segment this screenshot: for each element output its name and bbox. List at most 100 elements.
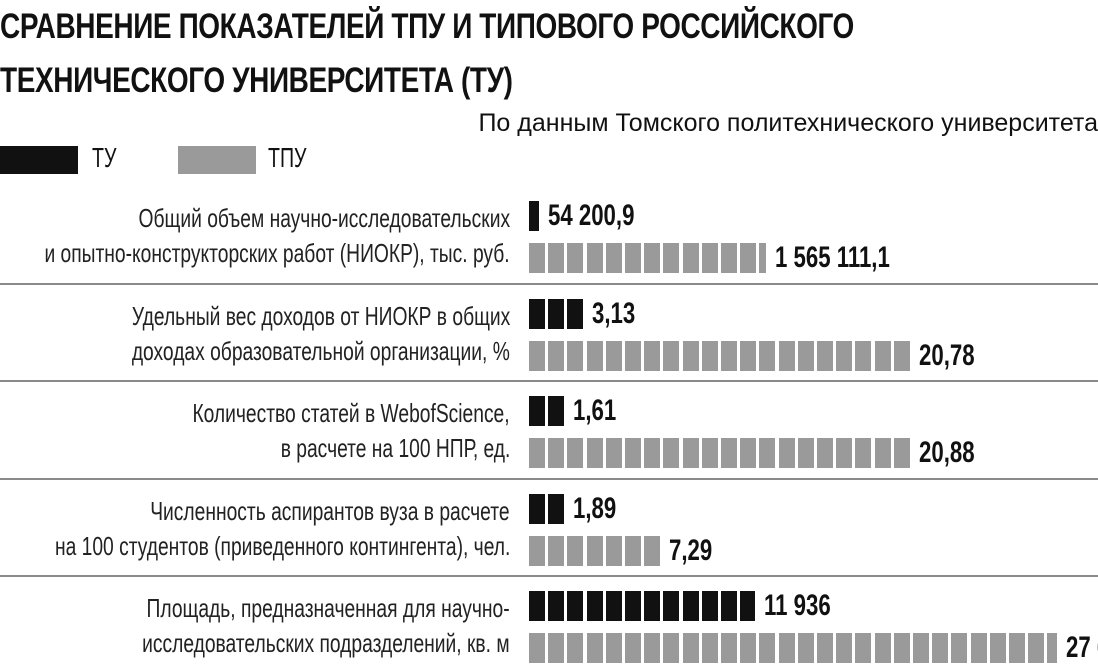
tpu-bar-segment: [605, 633, 622, 663]
tu-bar-segment: [625, 591, 641, 621]
tpu-bar-segment: [625, 633, 641, 663]
tpu-bar-segment: [989, 633, 1006, 663]
tpu-bar-segment: [529, 535, 545, 566]
tpu-bar-segment: [740, 243, 757, 273]
tpu-bar-segment: [721, 243, 737, 273]
tpu-bar-segment: [932, 633, 949, 663]
tpu-bar-segment: [759, 340, 776, 371]
tpu-bar-segment: [605, 243, 622, 273]
tpu-bar-segment: [874, 438, 891, 468]
tpu-bar-segment: [644, 438, 661, 468]
tpu-bar-segment: [682, 633, 699, 663]
tu-bar-segment: [721, 591, 737, 621]
tpu-bar-segment: [548, 438, 565, 468]
tpu-bar-segment: [682, 438, 699, 468]
tpu-bar-segment: [625, 535, 641, 566]
tpu-bar-segment: [797, 340, 814, 371]
row-label-line-1: Численность аспирантов вуза в расчете: [150, 495, 510, 526]
legend: ТУ ТПУ: [0, 140, 340, 176]
tpu-bar-segment: [778, 633, 795, 663]
tpu-bar-segment: [740, 633, 757, 663]
tpu-bar-segment: [836, 340, 853, 371]
tpu-bar-segment: [893, 340, 910, 371]
tpu-bar-segment: [586, 340, 603, 371]
tpu-bar-segment: [605, 438, 622, 468]
tpu-bar-segment: [529, 438, 545, 468]
tpu-bar-segment: [817, 633, 833, 663]
row-label-line-1: Удельный вес доходов от НИОКР в общих: [131, 300, 510, 331]
legend-label-tpu: ТПУ: [268, 142, 307, 173]
tu-bar-segment: [548, 396, 565, 426]
tpu-bar-segment: [970, 633, 987, 663]
tpu-bar-segment: [721, 340, 737, 371]
chart-title-line-1: СРАВНЕНИЕ ПОКАЗАТЕЛЕЙ ТПУ И ТИПОВОГО РОС…: [0, 7, 854, 46]
tpu-bar-segment: [836, 633, 853, 663]
tu-value-label: 11 936: [763, 589, 831, 622]
tpu-bar-segment: [797, 633, 814, 663]
row-label-line-1: Общий объем научно-исследовательских: [138, 203, 510, 233]
tpu-bar-segment: [836, 438, 853, 468]
tpu-bar-segment: [740, 340, 757, 371]
tpu-bar-segment: [874, 633, 891, 663]
tpu-bar-segment: [817, 340, 833, 371]
tpu-bar-segment: [586, 243, 603, 273]
tpu-bar-segment: [625, 340, 641, 371]
row-separator: [0, 477, 1098, 480]
tpu-bar-segment: [663, 340, 680, 371]
tpu-bar-segment: [548, 633, 565, 663]
tpu-bar-segment: [893, 438, 910, 468]
tpu-bar-segment: [721, 633, 737, 663]
tpu-bar-segment: [817, 438, 833, 468]
tpu-bar-segment: [567, 438, 584, 468]
tpu-bar-segment: [682, 243, 699, 273]
chart-title: СРАВНЕНИЕ ПОКАЗАТЕЛЕЙ ТПУ И ТИПОВОГО РОС…: [0, 0, 878, 108]
tpu-bar-segment: [721, 438, 737, 468]
tpu-value-label: 27 635: [1066, 631, 1098, 664]
tpu-bar-segment: [644, 633, 661, 663]
tpu-bar-segment: [529, 633, 545, 663]
tu-bar-segment: [567, 591, 584, 621]
tu-bar-segment: [644, 591, 661, 621]
row-label-line-2: исследовательских подразделений, кв. м: [142, 628, 510, 658]
tpu-bar-segment: [1009, 633, 1025, 663]
tu-bar-segment: [701, 591, 718, 621]
tpu-bar-segment: [1047, 633, 1057, 663]
tu-bar-segment: [529, 591, 545, 621]
tu-bar-segment: [586, 591, 603, 621]
tpu-bar-segment: [778, 340, 795, 371]
tpu-bar-segment: [778, 438, 795, 468]
row-separator: [0, 380, 1098, 382]
tpu-bar-segment: [701, 243, 718, 273]
row-label-line-2: доходах образовательной организации, %: [131, 335, 510, 366]
tpu-bar-segment: [701, 340, 718, 371]
tu-bar-segment: [529, 396, 545, 426]
tpu-bar-segment: [625, 243, 641, 273]
row-label-line-2: и опытно-конструкторских работ (НИОКР), …: [44, 238, 510, 268]
tpu-bar-segment: [586, 633, 603, 663]
tpu-bar-segment: [893, 633, 910, 663]
tpu-bar-segment: [951, 633, 968, 663]
tu-bar-segment: [529, 298, 545, 329]
tu-bar-segment: [529, 493, 545, 524]
tpu-bar-segment: [1028, 633, 1045, 663]
tpu-bar-segment: [644, 340, 661, 371]
row-label-line-1: Площадь, предназначенная для научно-: [146, 593, 510, 623]
tu-bar-segment: [740, 591, 755, 621]
tpu-bar-segment: [874, 340, 891, 371]
tpu-bar-segment: [759, 438, 776, 468]
tu-value-label: 3,13: [592, 296, 636, 330]
tpu-bar-segment: [701, 633, 718, 663]
row-separator: [0, 575, 1098, 577]
tpu-bar-segment: [625, 438, 641, 468]
tu-bar-segment: [567, 298, 584, 329]
tu-bar-segment: [682, 591, 699, 621]
tpu-bar-segment: [548, 535, 565, 566]
tpu-bar-segment: [567, 633, 584, 663]
tpu-bar-segment: [682, 340, 699, 371]
tpu-bar-segment: [644, 243, 661, 273]
tpu-bar-segment: [567, 340, 584, 371]
tu-bar-segment: [548, 591, 565, 621]
tpu-bar-segment: [644, 535, 661, 566]
tpu-bar-segment: [567, 243, 584, 273]
tpu-bar-segment: [529, 340, 545, 371]
